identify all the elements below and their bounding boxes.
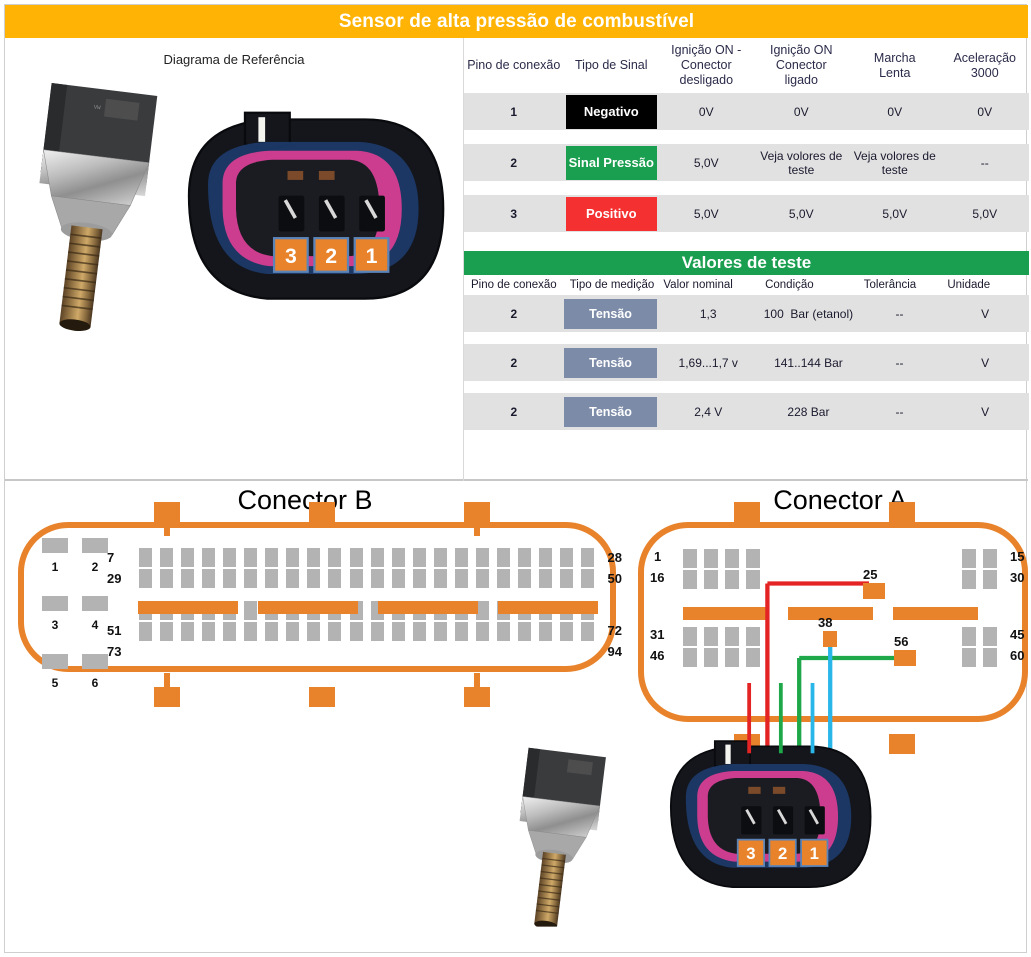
svg-text:3: 3: [285, 244, 297, 268]
svg-text:3: 3: [746, 844, 755, 863]
svg-text:1: 1: [366, 244, 378, 268]
svg-text:2: 2: [325, 244, 337, 268]
svg-text:1: 1: [810, 844, 819, 863]
svg-text:2: 2: [778, 844, 787, 863]
